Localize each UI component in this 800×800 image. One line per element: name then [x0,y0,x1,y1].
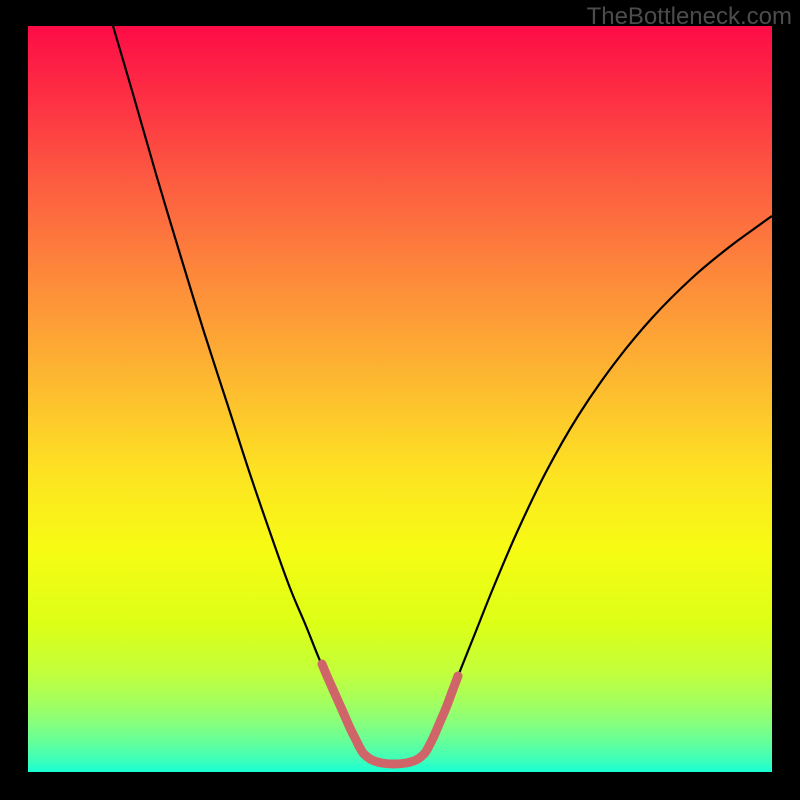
bottleneck-curve-svg [28,26,772,772]
curve-highlight [322,664,458,764]
watermark-text: TheBottleneck.com [587,3,792,31]
plot-area [28,26,772,772]
curve-full [113,26,772,764]
